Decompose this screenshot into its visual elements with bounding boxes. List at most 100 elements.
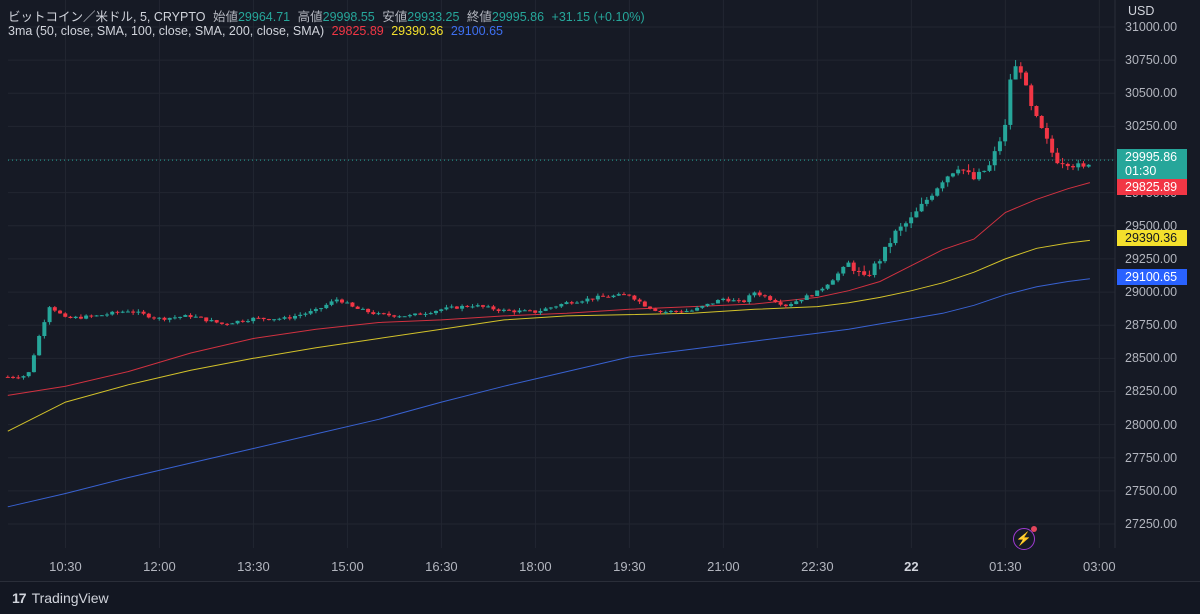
- candle-body: [668, 310, 673, 312]
- candle-body: [386, 313, 391, 316]
- candle-body: [167, 317, 172, 320]
- candle-body: [1034, 106, 1039, 116]
- candle-body: [225, 323, 230, 325]
- time-tick-label: 01:30: [989, 559, 1022, 574]
- indicator-name[interactable]: 3ma (50, close, SMA, 100, close, SMA, 20…: [8, 24, 325, 38]
- candle-body: [136, 311, 141, 313]
- candle-body: [783, 304, 788, 307]
- candle-body: [768, 296, 773, 300]
- price-tick-label: 28250.00: [1125, 384, 1178, 399]
- candle-body: [42, 322, 47, 337]
- candle-body: [830, 280, 835, 285]
- candle-body: [413, 313, 418, 316]
- candle-body: [956, 169, 961, 174]
- symbol-name[interactable]: ビットコイン／米ドル, 5, CRYPTO: [8, 10, 206, 24]
- chart-grid: [8, 0, 1116, 548]
- candle-body: [428, 313, 433, 315]
- candle-body: [350, 302, 355, 307]
- change-value: +31.15 (+0.10%): [551, 10, 645, 24]
- time-tick-label: 13:30: [237, 559, 270, 574]
- candle-body: [794, 301, 799, 305]
- candle-body: [183, 315, 188, 317]
- candle-body: [251, 317, 256, 322]
- candle-body: [773, 299, 778, 303]
- tradingview-logo[interactable]: 17 TradingView: [12, 590, 109, 606]
- candle-body: [710, 303, 715, 305]
- candle-body: [454, 306, 459, 309]
- candle-body: [423, 313, 428, 315]
- flash-icon[interactable]: ⚡: [1013, 526, 1037, 550]
- candle-body: [84, 315, 89, 319]
- candle-body: [1050, 138, 1055, 153]
- price-tick-label: 27500.00: [1125, 483, 1178, 498]
- candle-body: [345, 302, 350, 304]
- candle-body: [888, 243, 893, 247]
- candle-body: [1039, 115, 1044, 128]
- candle-body: [1055, 152, 1060, 164]
- candle-body: [935, 188, 940, 196]
- candle-body: [595, 295, 600, 300]
- candle-body: [543, 308, 548, 311]
- ma50-value: 29825.89: [331, 24, 384, 38]
- candle-body: [105, 314, 110, 316]
- candle-body: [590, 298, 595, 300]
- candle-body: [522, 310, 527, 312]
- candle-body: [334, 299, 339, 302]
- candle-body: [987, 165, 992, 171]
- close-label: 終値: [466, 10, 492, 24]
- ma50-line: [7, 182, 1091, 396]
- open-label: 始値: [212, 10, 238, 24]
- candle-body: [601, 295, 606, 297]
- candle-body: [924, 199, 929, 204]
- candle-body: [418, 313, 423, 315]
- candle-body: [1003, 124, 1008, 142]
- candle-body: [214, 320, 219, 323]
- time-tick-label: 15:00: [331, 559, 364, 574]
- candle-body: [642, 301, 647, 307]
- candle-body: [799, 299, 804, 302]
- candle-body: [914, 211, 919, 218]
- currency-label[interactable]: USD: [1128, 4, 1155, 18]
- candle-body: [538, 310, 543, 313]
- indicator-legend[interactable]: 3ma (50, close, SMA, 100, close, SMA, 20…: [8, 24, 507, 38]
- candle-body: [992, 151, 997, 166]
- candle-body: [637, 299, 642, 302]
- candle-body: [381, 313, 386, 315]
- candle-body: [329, 301, 334, 305]
- candle-body: [303, 313, 308, 315]
- candle-body: [977, 171, 982, 180]
- candle-body: [470, 306, 475, 308]
- high-value: 29998.55: [322, 10, 375, 24]
- candle-body: [5, 376, 10, 378]
- price-chart[interactable]: [0, 0, 1200, 581]
- candle-body: [235, 320, 240, 324]
- candle-body: [945, 176, 950, 183]
- candle-body: [204, 317, 209, 322]
- low-label: 安値: [382, 10, 408, 24]
- candle-body: [26, 372, 31, 377]
- candle-body: [809, 295, 814, 297]
- candle-body: [433, 310, 438, 314]
- candle-body: [841, 266, 846, 274]
- candle-body: [444, 307, 449, 310]
- candle-body: [73, 316, 78, 318]
- candle-body: [569, 302, 574, 304]
- candle-body: [648, 306, 653, 309]
- candle-body: [533, 310, 538, 313]
- candle-body: [58, 310, 63, 314]
- candle-body: [971, 172, 976, 180]
- ma100-line: [7, 239, 1090, 432]
- candle-body: [903, 223, 908, 227]
- candle-body: [199, 316, 204, 318]
- candle-body: [266, 319, 271, 321]
- candle-body: [872, 263, 877, 276]
- candle-body: [606, 296, 611, 298]
- candle-body: [966, 170, 971, 173]
- candle-body: [757, 292, 762, 296]
- ma50-badge: 29825.89: [1117, 179, 1187, 195]
- candle-body: [37, 336, 42, 356]
- candle-body: [825, 284, 830, 289]
- candle-body: [695, 307, 700, 311]
- price-tick-label: 28750.00: [1125, 318, 1178, 333]
- candle-body: [475, 305, 480, 307]
